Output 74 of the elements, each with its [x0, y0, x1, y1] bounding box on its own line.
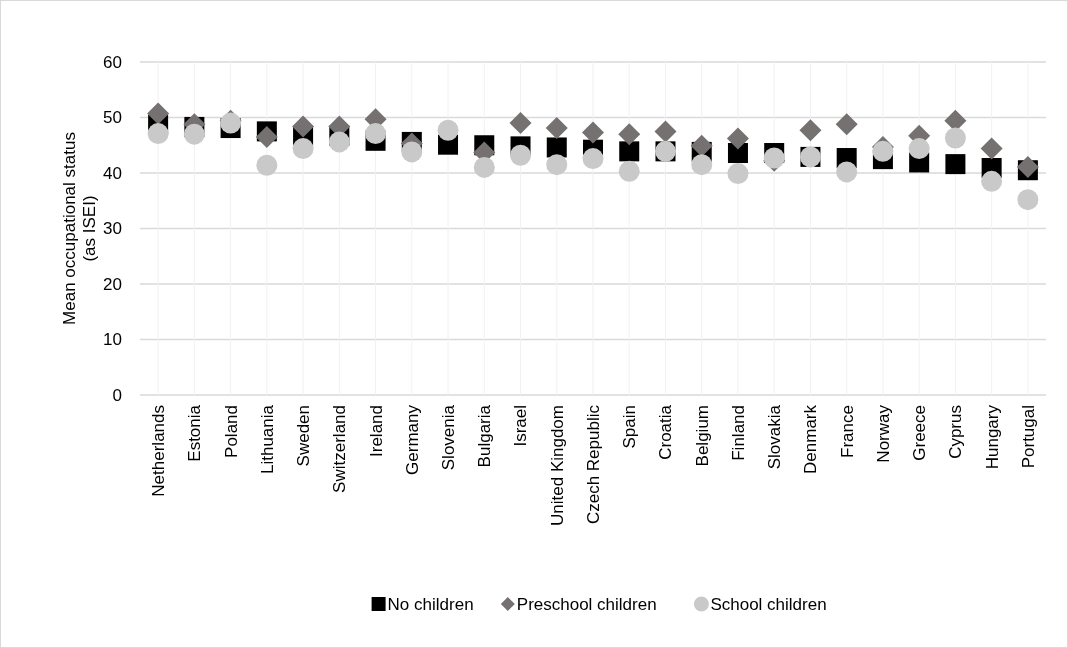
- x-tick-label: Estonia: [185, 404, 205, 462]
- point: [654, 120, 677, 143]
- x-tick-label: Poland: [221, 405, 241, 458]
- x-tick-label: Croatia: [656, 404, 676, 460]
- x-tick-label: Portugal: [1018, 405, 1038, 469]
- point: [546, 137, 567, 158]
- y-axis-title: Mean occupational status (as ISEI): [59, 132, 99, 325]
- y-tick-label: 50: [103, 108, 122, 128]
- x-tick-label: Germany: [402, 404, 422, 475]
- x-tick-label: Slovenia: [438, 404, 458, 471]
- x-tick-label: Lithuania: [257, 404, 277, 475]
- x-tick-label: France: [837, 405, 857, 458]
- x-tick-label: Slovakia: [765, 404, 785, 470]
- point: [545, 117, 568, 140]
- point: [618, 123, 641, 146]
- point: [365, 123, 387, 145]
- point: [437, 119, 459, 141]
- x-tick-label: Hungary: [982, 404, 1002, 470]
- x-tick-label: Denmark: [801, 404, 821, 474]
- point: [690, 134, 713, 157]
- point: [582, 121, 604, 144]
- x-tick-label: Switzerland: [330, 405, 350, 493]
- point: [727, 163, 749, 185]
- point: [292, 138, 314, 160]
- x-tick-label: Sweden: [294, 405, 314, 467]
- point: [945, 154, 966, 175]
- point: [618, 160, 640, 182]
- point: [328, 131, 350, 153]
- x-tick-label: Spain: [620, 405, 640, 449]
- point: [908, 138, 930, 160]
- point: [510, 144, 532, 166]
- x-tick-label: Norway: [873, 404, 893, 463]
- point: [546, 154, 568, 176]
- point: [799, 119, 822, 142]
- x-tick-label: Finland: [728, 405, 748, 461]
- y-tick-label: 60: [103, 52, 122, 72]
- x-tick-label: Belgium: [692, 405, 712, 467]
- legend-label: School children: [710, 594, 827, 614]
- point: [582, 148, 604, 170]
- x-tick-label: Netherlands: [149, 405, 169, 497]
- point: [292, 115, 315, 138]
- point: [872, 140, 894, 162]
- point: [183, 123, 205, 145]
- point: [255, 125, 278, 148]
- point: [473, 156, 495, 178]
- point: [981, 170, 1003, 192]
- x-tick-label: Cyprus: [946, 405, 966, 459]
- point: [256, 154, 278, 176]
- point: [401, 141, 423, 163]
- y-tick-label: 20: [103, 274, 122, 294]
- x-tick-label: United Kingdom: [547, 405, 567, 526]
- point: [619, 141, 640, 162]
- y-tick-label: 0: [112, 385, 122, 405]
- point: [147, 102, 170, 125]
- point: [147, 123, 169, 145]
- point: [691, 154, 713, 176]
- legend-label: Preschool children: [516, 594, 657, 614]
- x-tick-label: Israel: [511, 405, 531, 447]
- x-tick-label: Greece: [910, 405, 930, 461]
- point: [509, 112, 532, 135]
- point: [835, 113, 858, 136]
- point: [726, 127, 749, 150]
- legend-label: No children: [387, 594, 474, 614]
- point: [944, 127, 966, 149]
- point: [836, 161, 858, 183]
- point: [980, 137, 1003, 160]
- y-tick-label: 30: [103, 219, 122, 239]
- y-tick-label: 10: [103, 330, 122, 350]
- x-tick-label: Czech Republic: [583, 404, 603, 525]
- x-tick-label: Ireland: [366, 405, 386, 457]
- y-tick-label: 40: [103, 163, 122, 183]
- point: [1016, 155, 1039, 178]
- point: [1017, 189, 1039, 211]
- x-tick-label: Bulgaria: [475, 404, 495, 468]
